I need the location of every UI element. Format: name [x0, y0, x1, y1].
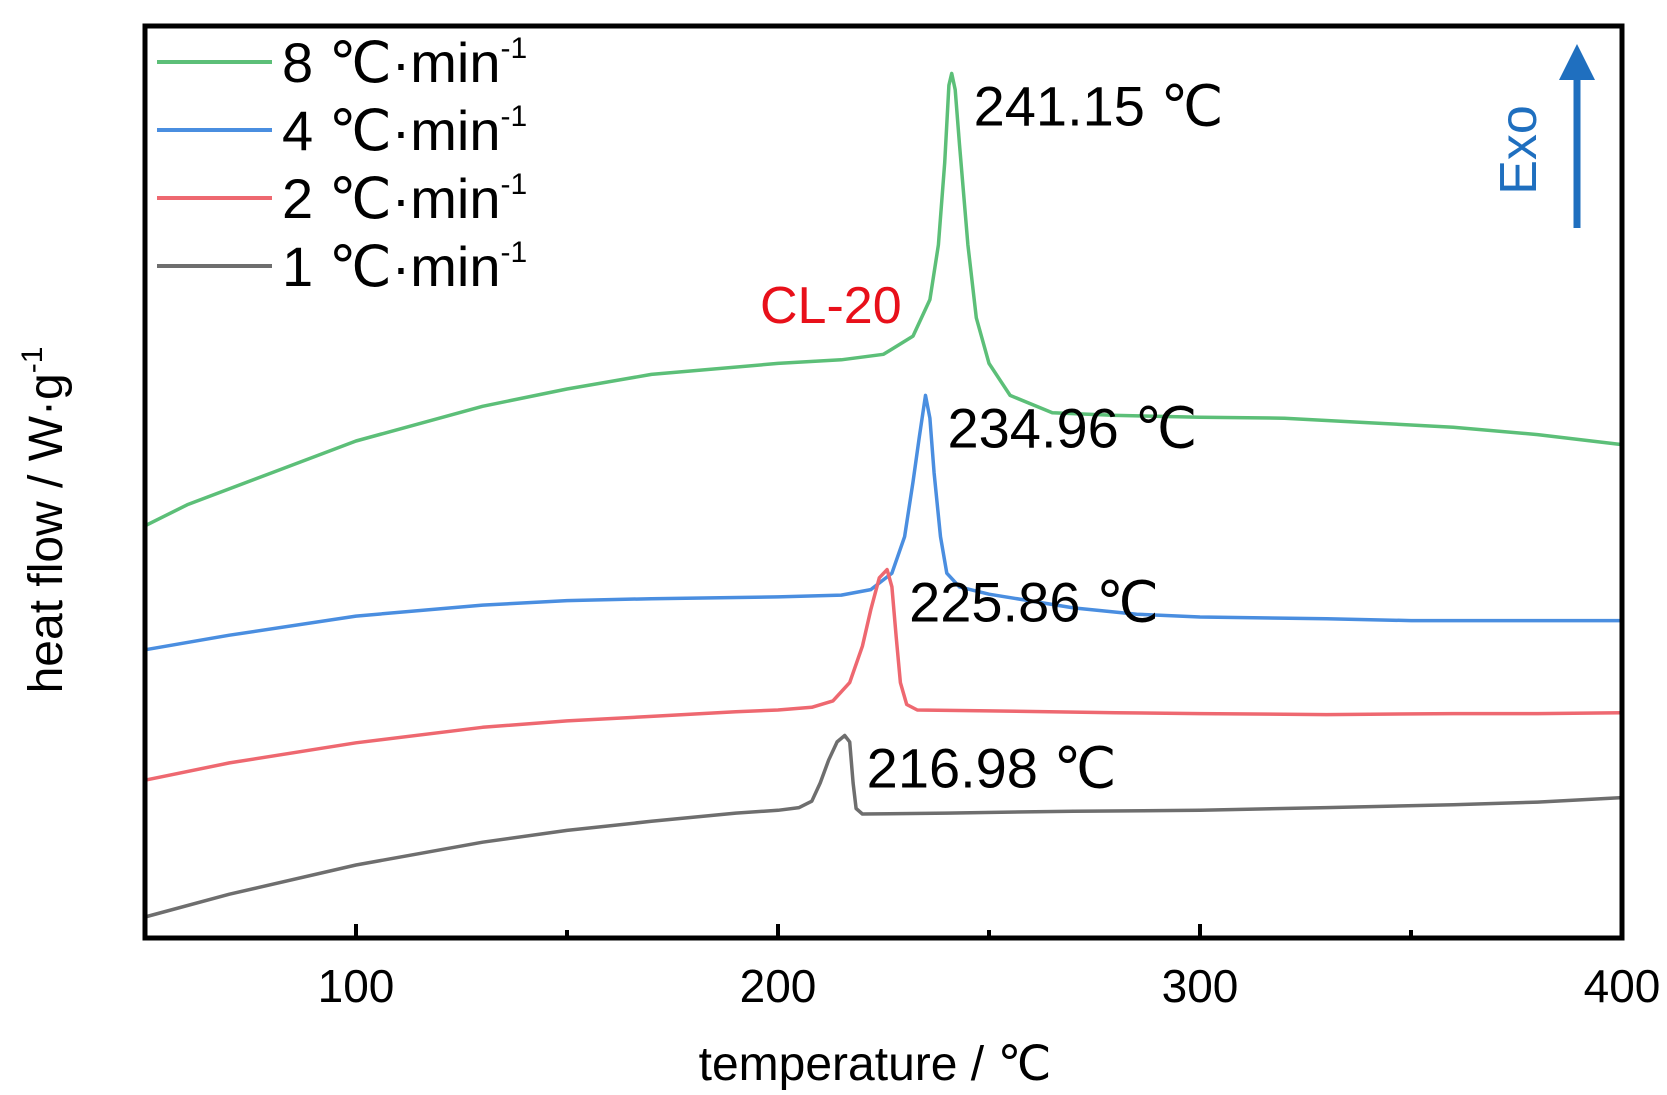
plot-frame — [142, 23, 1625, 941]
peak-label-1: 241.15 ℃ — [974, 74, 1224, 137]
peak-label-2: 234.96 ℃ — [948, 396, 1198, 459]
legend-label-4: 1 ℃·min-1 — [282, 235, 527, 298]
y-axis-label: heat flow / W·g-1 — [16, 347, 73, 694]
x-tick-label: 400 — [1584, 960, 1661, 1012]
peak-labels: 241.15 ℃ 234.96 ℃ 225.86 ℃ 216.98 ℃ — [867, 74, 1224, 799]
peak-label-4: 216.98 ℃ — [867, 737, 1117, 800]
x-axis-label: temperature / ℃ — [699, 1038, 1052, 1091]
x-tick-labels: 100 200 300 400 — [318, 960, 1661, 1012]
series-line-1 — [143, 71, 1624, 528]
exo-label: Exo — [1490, 105, 1548, 195]
legend-label-2: 4 ℃·min-1 — [282, 99, 527, 162]
x-tick-label: 200 — [740, 960, 817, 1012]
svg-text:heat flow / W·g-1: heat flow / W·g-1 — [16, 347, 73, 694]
legend: 8 ℃·min-14 ℃·min-12 ℃·min-11 ℃·min-1 — [157, 31, 527, 298]
exo-indicator: Exo — [1490, 44, 1595, 228]
x-tick-label: 100 — [318, 960, 395, 1012]
y-axis-label-sup: -1 — [16, 347, 49, 374]
x-tick-label: 300 — [1162, 960, 1239, 1012]
cl20-annotation: CL-20 — [760, 277, 902, 335]
ticks-layer — [354, 924, 1413, 938]
series-line-4 — [143, 733, 1624, 919]
y-axis-label-text: heat flow / W·g — [20, 373, 73, 693]
legend-label-3: 2 ℃·min-1 — [282, 167, 527, 230]
series-line-3 — [143, 567, 1624, 782]
series-line-2 — [143, 393, 1624, 652]
peak-label-3: 225.86 ℃ — [909, 571, 1159, 634]
legend-label-1: 8 ℃·min-1 — [282, 31, 527, 94]
exo-arrow-head-icon — [1559, 44, 1595, 80]
curves-layer — [143, 71, 1624, 919]
